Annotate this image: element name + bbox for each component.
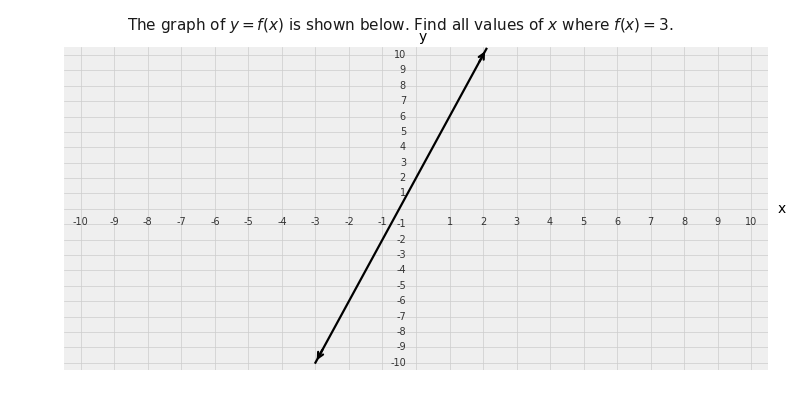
Text: -8: -8 <box>396 327 406 337</box>
Text: 10: 10 <box>394 50 406 60</box>
Text: -9: -9 <box>110 217 119 227</box>
Text: 4: 4 <box>547 217 553 227</box>
Text: 7: 7 <box>400 96 406 106</box>
Text: 10: 10 <box>745 217 758 227</box>
Text: The graph of $y = f(x)$ is shown below. Find all values of $x$ where $f(x) = 3$.: The graph of $y = f(x)$ is shown below. … <box>126 16 674 35</box>
Text: 3: 3 <box>400 158 406 168</box>
Text: -7: -7 <box>396 312 406 322</box>
Text: 3: 3 <box>514 217 520 227</box>
Text: 7: 7 <box>647 217 654 227</box>
Text: 2: 2 <box>400 173 406 183</box>
Text: 6: 6 <box>400 112 406 121</box>
Text: 5: 5 <box>400 127 406 137</box>
Text: 5: 5 <box>581 217 586 227</box>
Text: 8: 8 <box>681 217 687 227</box>
Text: 1: 1 <box>446 217 453 227</box>
Text: -6: -6 <box>396 296 406 306</box>
Text: -2: -2 <box>396 234 406 245</box>
Text: -4: -4 <box>277 217 286 227</box>
Text: -4: -4 <box>396 266 406 275</box>
Text: 2: 2 <box>480 217 486 227</box>
Text: y: y <box>418 30 427 44</box>
Text: 1: 1 <box>400 188 406 199</box>
Text: 8: 8 <box>400 81 406 91</box>
Text: 6: 6 <box>614 217 620 227</box>
Text: 9: 9 <box>714 217 721 227</box>
Text: 9: 9 <box>400 65 406 75</box>
Text: -1: -1 <box>378 217 387 227</box>
Text: -7: -7 <box>177 217 186 227</box>
Text: -10: -10 <box>390 358 406 368</box>
Text: -5: -5 <box>396 281 406 291</box>
Text: 4: 4 <box>400 142 406 152</box>
Text: -10: -10 <box>73 217 89 227</box>
Text: x: x <box>778 202 786 216</box>
Text: -3: -3 <box>310 217 320 227</box>
Text: -5: -5 <box>243 217 254 227</box>
Text: -8: -8 <box>143 217 153 227</box>
Text: -6: -6 <box>210 217 220 227</box>
Text: -2: -2 <box>344 217 354 227</box>
Text: -1: -1 <box>396 219 406 229</box>
Text: -3: -3 <box>396 250 406 260</box>
Text: -9: -9 <box>396 342 406 352</box>
